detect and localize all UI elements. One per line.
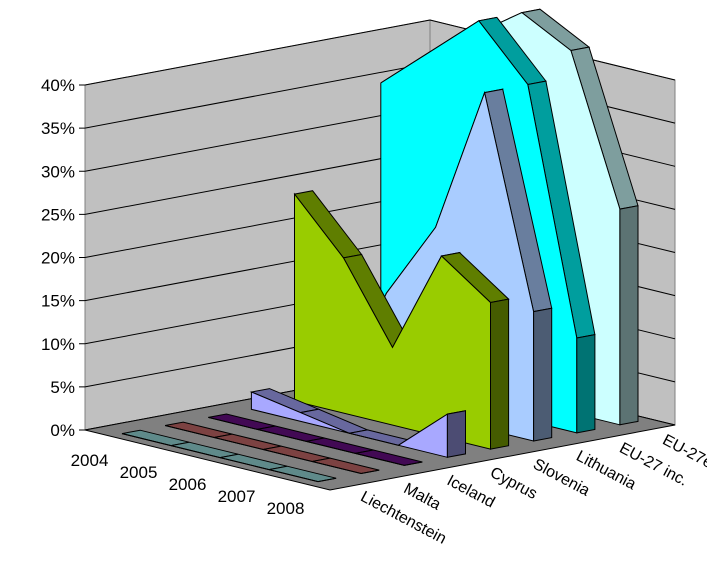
series-slovenia — [293, 190, 510, 450]
series-label: Malta — [401, 480, 444, 513]
area-front-face — [121, 433, 319, 483]
y-tick-label: 20% — [41, 249, 75, 268]
series-cyprus — [249, 388, 466, 458]
x-tick-label: 2006 — [169, 475, 207, 494]
area-end-face — [576, 333, 596, 434]
x-tick-label: 2005 — [120, 463, 158, 482]
y-tick-label: 35% — [41, 119, 75, 138]
x-tick-label: 2004 — [71, 451, 109, 470]
area-end-face — [446, 410, 466, 458]
y-tick-label: 30% — [41, 162, 75, 181]
y-tick-label: 25% — [41, 205, 75, 224]
area-end-face — [404, 461, 423, 466]
x-tick-label: 2007 — [218, 487, 256, 506]
series-group — [121, 8, 639, 483]
area-end-face — [533, 307, 553, 442]
area-front-face — [208, 416, 405, 466]
area-end-face — [317, 477, 337, 483]
x-axis: 2004 2005 2006 2007 2008 — [71, 451, 305, 518]
y-tick-label: 15% — [41, 292, 75, 311]
series-malta — [164, 421, 380, 475]
y-tick-label: 5% — [50, 378, 75, 397]
area-end-face — [361, 469, 380, 474]
area-end-face — [619, 205, 639, 426]
y-tick-label: 0% — [50, 421, 75, 440]
y-axis: 0% 5% 10% 15% 20% 25% 30% 35% 40% — [41, 76, 85, 440]
y-tick-label: 40% — [41, 76, 75, 95]
series-liechtenstein — [121, 429, 337, 483]
x-tick-label: 2008 — [267, 499, 305, 518]
area-front-face — [164, 425, 362, 474]
series-iceland — [208, 413, 423, 466]
area-end-face — [490, 298, 510, 450]
y-tick-label: 10% — [41, 335, 75, 354]
